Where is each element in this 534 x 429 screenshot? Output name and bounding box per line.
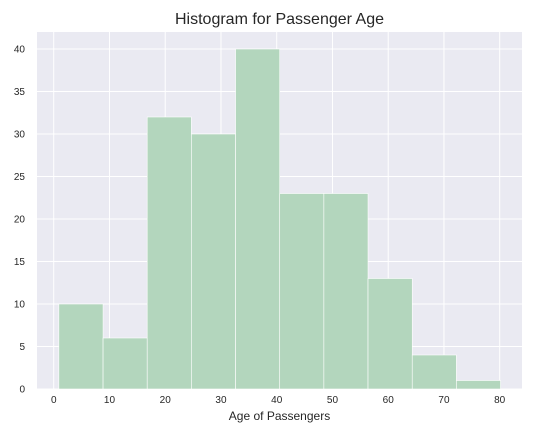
x-tick-label: 30 — [215, 395, 227, 406]
x-tick-label: 80 — [494, 395, 506, 406]
x-axis-label: Age of Passengers — [229, 409, 330, 423]
y-tick-label: 20 — [14, 215, 26, 226]
x-tick-label: 50 — [327, 395, 339, 406]
x-tick-label: 20 — [160, 395, 172, 406]
y-tick-label: 10 — [14, 300, 26, 311]
y-tick-label: 0 — [19, 385, 25, 396]
histogram-bar — [146, 116, 192, 390]
x-tick-label: 10 — [104, 395, 116, 406]
histogram-bar — [367, 278, 413, 390]
x-tick-label: 40 — [271, 395, 283, 406]
x-tick-label: 70 — [438, 395, 450, 406]
y-tick-label: 30 — [14, 130, 26, 141]
y-tick-label: 40 — [14, 45, 26, 56]
histogram-bar — [279, 193, 325, 390]
histogram-bar — [456, 380, 501, 390]
histogram-bar — [411, 354, 457, 390]
chart-title: Histogram for Passenger Age — [175, 11, 384, 28]
y-tick-label: 25 — [14, 172, 26, 183]
x-tick-label: 0 — [51, 395, 57, 406]
histogram-bar — [191, 133, 236, 390]
x-tick-label: 60 — [383, 395, 395, 406]
histogram-bar — [102, 337, 148, 390]
histogram-bar — [323, 193, 369, 390]
y-tick-labels: 0 5 10 15 20 25 30 35 40 — [14, 45, 26, 396]
y-tick-label: 35 — [14, 87, 26, 98]
histogram-bar — [235, 48, 281, 390]
x-tick-labels: 0 10 20 30 40 50 60 70 80 — [51, 395, 506, 406]
y-tick-label: 5 — [19, 342, 25, 353]
histogram-bar — [58, 303, 104, 390]
y-tick-label: 15 — [14, 257, 26, 268]
bars-group — [58, 48, 501, 390]
